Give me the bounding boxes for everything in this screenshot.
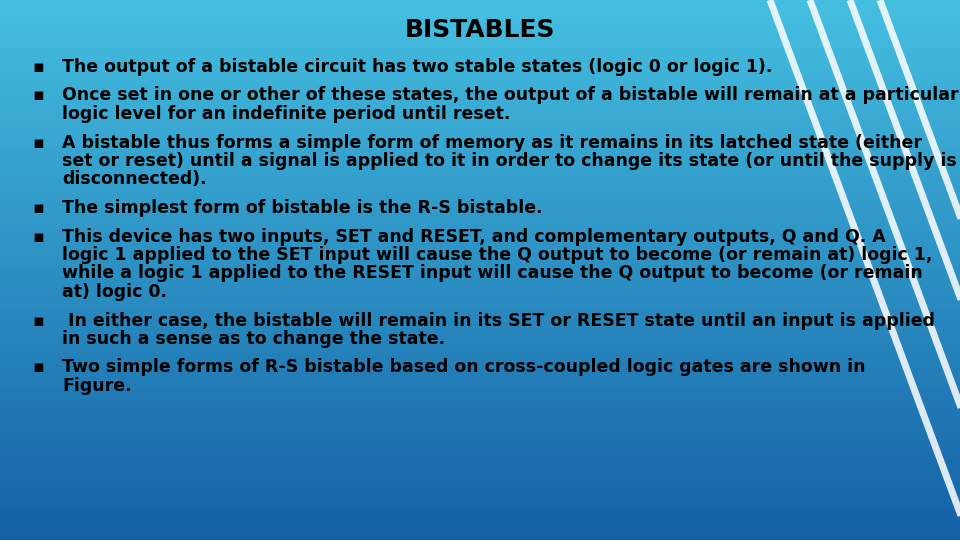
Text: ▪: ▪	[32, 58, 44, 76]
Text: logic level for an indefinite period until reset.: logic level for an indefinite period unt…	[62, 105, 511, 123]
Text: A bistable thus forms a simple form of memory as it remains in its latched state: A bistable thus forms a simple form of m…	[62, 133, 922, 152]
Text: ▪: ▪	[32, 199, 44, 217]
Text: Two simple forms of R-S bistable based on cross-coupled logic gates are shown in: Two simple forms of R-S bistable based o…	[62, 359, 866, 376]
Text: ▪: ▪	[32, 227, 44, 246]
Text: set or reset) until a signal is applied to it in order to change its state (or u: set or reset) until a signal is applied …	[62, 152, 957, 170]
Text: ▪: ▪	[32, 133, 44, 152]
Text: ▪: ▪	[32, 359, 44, 376]
Text: logic 1 applied to the SET input will cause the Q output to become (or remain at: logic 1 applied to the SET input will ca…	[62, 246, 932, 264]
Text: ▪: ▪	[32, 312, 44, 329]
Text: while a logic 1 applied to the RESET input will cause the Q output to become (or: while a logic 1 applied to the RESET inp…	[62, 265, 923, 282]
Text: in such a sense as to change the state.: in such a sense as to change the state.	[62, 330, 445, 348]
Text: In either case, the bistable will remain in its SET or RESET state until an inpu: In either case, the bistable will remain…	[62, 312, 935, 329]
Text: BISTABLES: BISTABLES	[405, 18, 555, 42]
Text: Once set in one or other of these states, the output of a bistable will remain a: Once set in one or other of these states…	[62, 86, 959, 105]
Text: This device has two inputs, SET and RESET, and complementary outputs, Q and Q. A: This device has two inputs, SET and RESE…	[62, 227, 886, 246]
Text: disconnected).: disconnected).	[62, 171, 206, 188]
Text: The simplest form of bistable is the R-S bistable.: The simplest form of bistable is the R-S…	[62, 199, 542, 217]
Text: ▪: ▪	[32, 86, 44, 105]
Text: The output of a bistable circuit has two stable states (logic 0 or logic 1).: The output of a bistable circuit has two…	[62, 58, 773, 76]
Text: Figure.: Figure.	[62, 377, 132, 395]
Text: at) logic 0.: at) logic 0.	[62, 283, 167, 301]
